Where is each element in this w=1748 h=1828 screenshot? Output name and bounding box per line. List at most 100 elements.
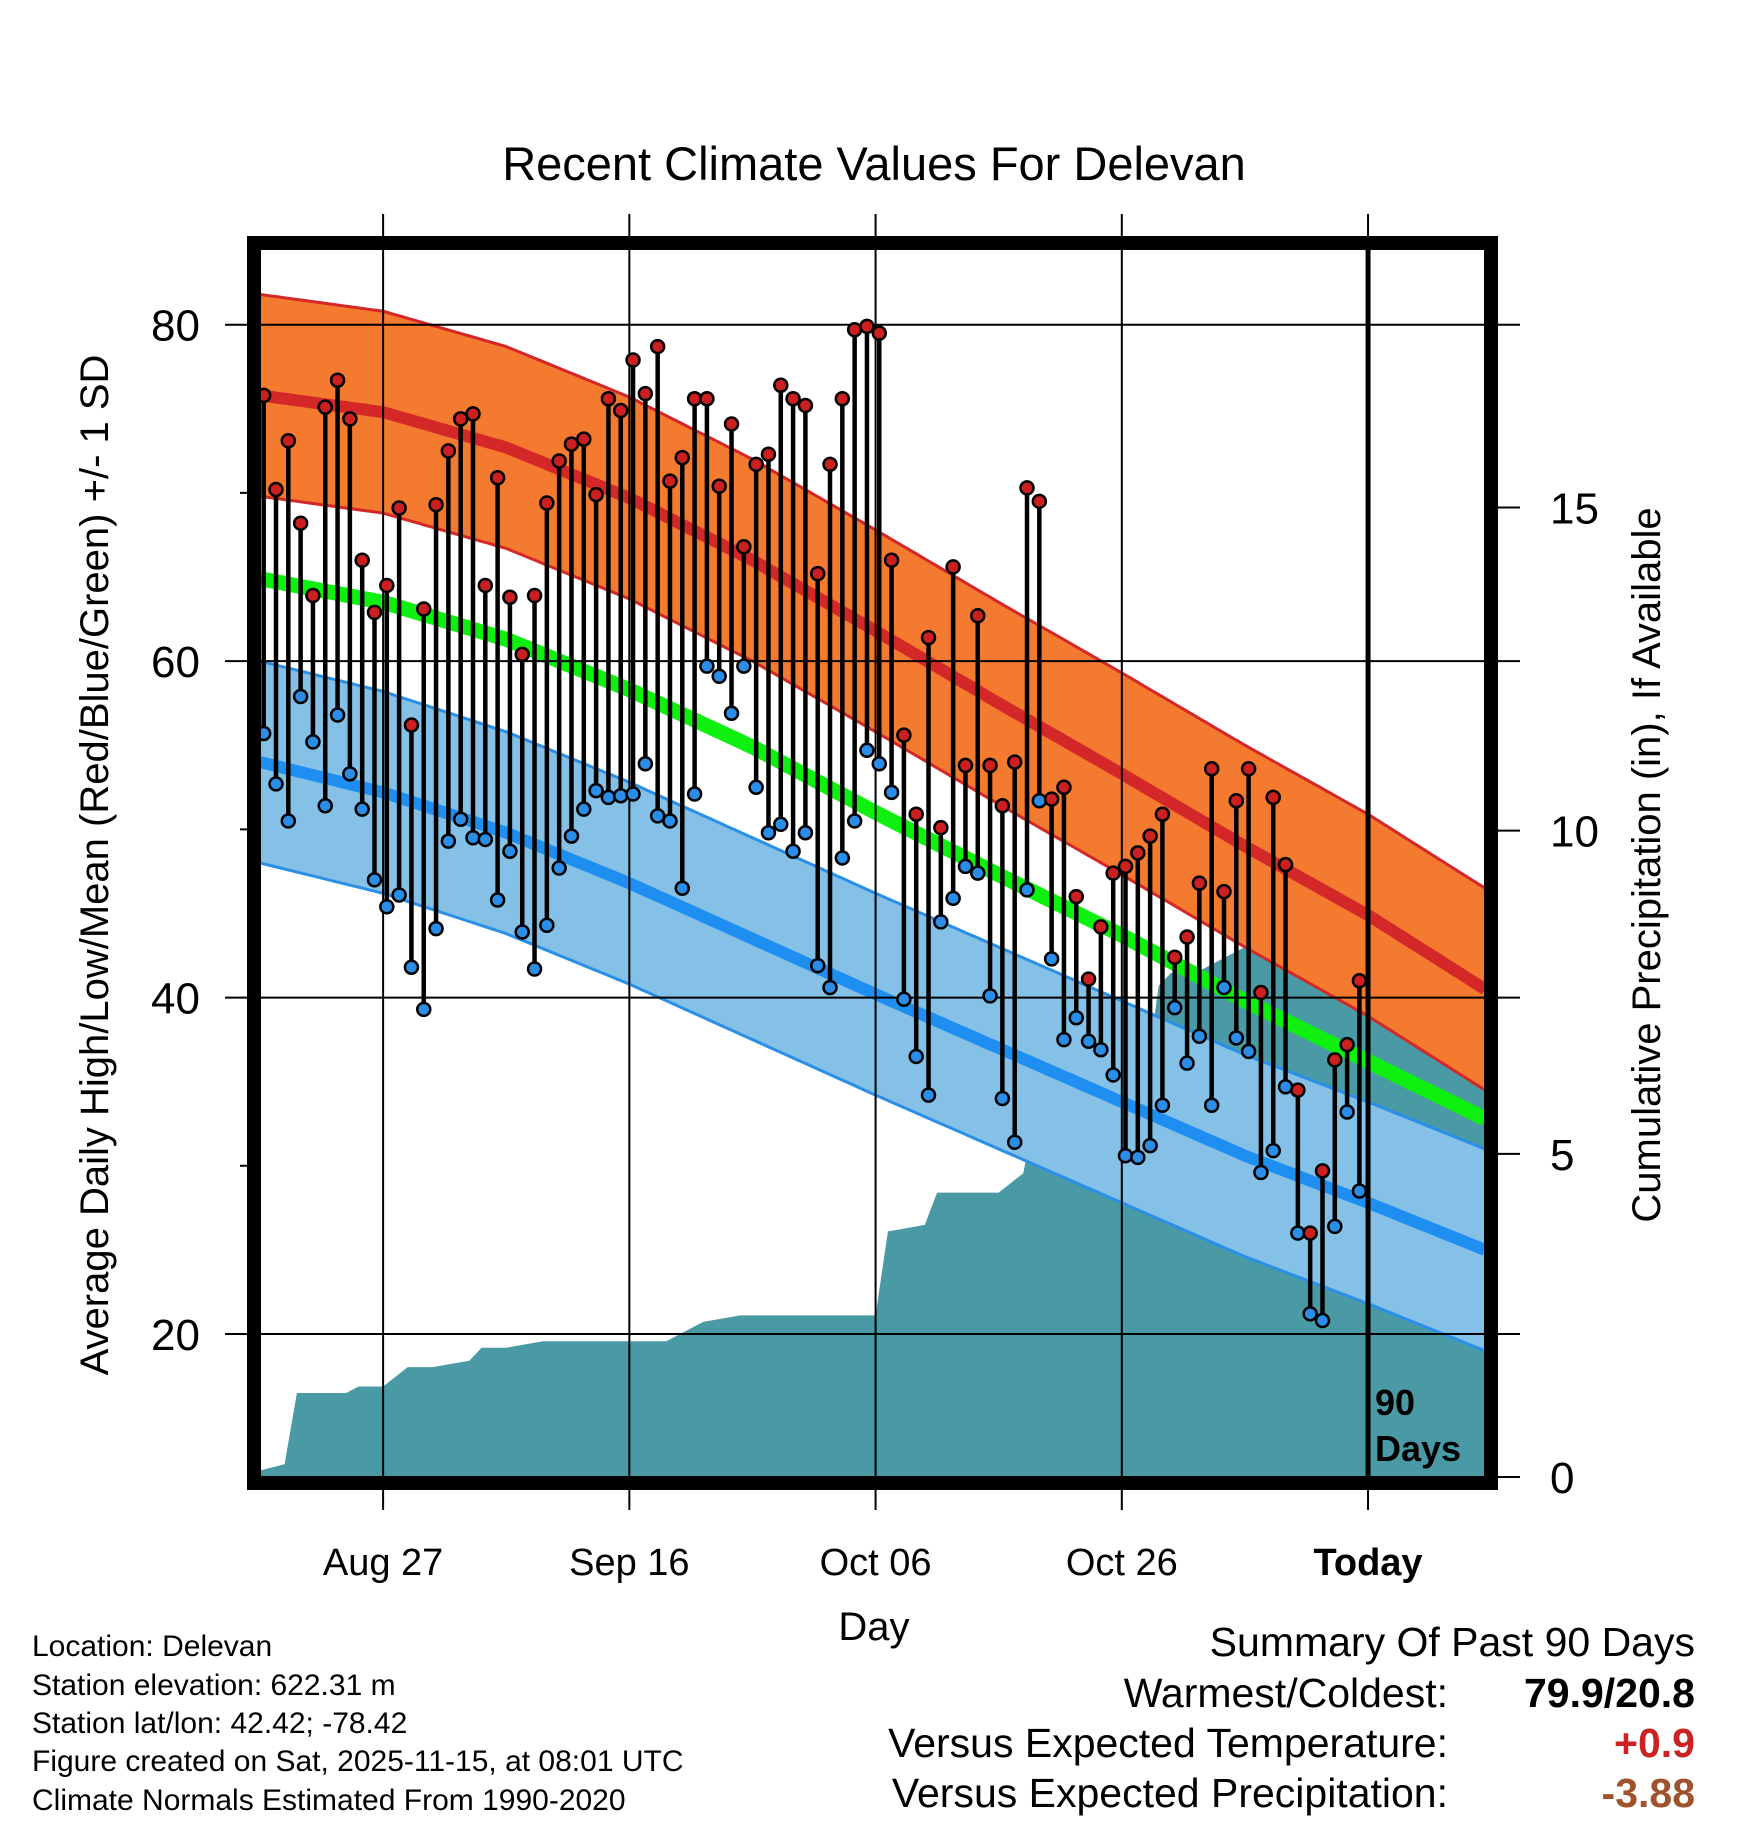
obs-high-point — [970, 607, 986, 624]
obs-high-point — [834, 390, 851, 407]
obs-high-point — [625, 352, 641, 368]
obs-low-point — [957, 858, 974, 875]
obs-high-point — [1130, 845, 1146, 861]
obs-high-point — [933, 819, 949, 836]
obs-low-point — [1080, 1033, 1097, 1050]
obs-high-point — [440, 443, 457, 459]
obs-low-point — [292, 688, 309, 705]
obs-high-point — [1265, 789, 1281, 806]
obs-low-point — [883, 784, 900, 801]
obs-low-point — [1339, 1104, 1355, 1120]
obs-low-point — [551, 860, 567, 876]
obs-high-point — [1253, 984, 1269, 1001]
obs-high-point — [292, 515, 309, 531]
obs-low-point — [1314, 1312, 1331, 1329]
y-left-tick-label: 20 — [151, 1311, 200, 1360]
obs-low-point — [1253, 1164, 1269, 1181]
y-left-tick-label: 80 — [151, 302, 200, 351]
obs-low-point — [440, 833, 457, 849]
obs-low-point — [1031, 793, 1048, 809]
obs-high-point — [342, 411, 358, 427]
obs-high-point — [723, 416, 740, 432]
obs-low-point — [686, 786, 703, 802]
obs-low-point — [588, 782, 604, 799]
info-latlon: Station lat/lon: 42.42; -78.42 — [32, 1707, 408, 1740]
y-right-tick-label: 0 — [1550, 1454, 1574, 1503]
obs-low-point — [834, 850, 851, 866]
today-label-days: Days — [1375, 1428, 1461, 1469]
obs-high-point — [1302, 1225, 1318, 1241]
obs-low-point — [502, 843, 518, 859]
obs-high-point — [268, 481, 284, 498]
obs-low-point — [329, 707, 346, 723]
obs-low-point — [945, 890, 961, 907]
obs-high-point — [379, 577, 395, 594]
obs-low-point — [711, 668, 727, 685]
obs-low-point — [465, 830, 481, 846]
obs-low-point — [1006, 1134, 1023, 1150]
obs-high-point — [403, 717, 420, 733]
obs-high-point — [1068, 888, 1085, 905]
summary-temp-value: +0.9 — [1614, 1720, 1695, 1766]
obs-low-point — [1302, 1306, 1318, 1322]
avg-normal-line — [260, 571, 1485, 1126]
obs-high-point — [1228, 793, 1245, 809]
obs-high-point — [1203, 761, 1220, 777]
obs-low-point — [1056, 1031, 1072, 1048]
obs-high-point — [317, 399, 334, 415]
obs-high-point — [1019, 480, 1035, 496]
obs-high-point — [1093, 919, 1109, 935]
low-minus-sd-line — [260, 861, 1485, 1353]
obs-low-point — [649, 808, 666, 824]
obs-low-point — [625, 786, 641, 802]
obs-high-point — [1154, 806, 1171, 822]
obs-high-point — [1166, 949, 1183, 965]
high-plus-sd-line — [260, 292, 1485, 890]
obs-low-point — [576, 801, 592, 817]
obs-high-point — [711, 478, 727, 494]
x-axis-label: Day — [838, 1605, 909, 1649]
obs-low-point — [773, 816, 789, 833]
obs-high-point — [391, 500, 407, 516]
obs-low-point — [1019, 882, 1035, 898]
obs-low-point — [1191, 1028, 1208, 1045]
obs-low-point — [1154, 1097, 1171, 1113]
obs-low-point — [1327, 1218, 1343, 1235]
obs-high-point — [871, 325, 888, 341]
y-left-tick-label: 40 — [151, 975, 200, 1024]
obs-low-point — [305, 734, 321, 750]
obs-high-point — [600, 390, 617, 407]
obs-high-point — [1056, 779, 1072, 796]
summary-heading: Summary Of Past 90 Days — [1209, 1619, 1695, 1665]
x-tick-label: Sep 16 — [569, 1542, 689, 1584]
y-right-tick-label: 5 — [1550, 1131, 1574, 1180]
obs-high-point — [576, 431, 592, 447]
x-tick-label: Oct 26 — [1066, 1542, 1178, 1584]
obs-high-point — [588, 486, 604, 503]
obs-high-point — [686, 390, 703, 407]
high-sd-band — [260, 294, 1485, 1091]
obs-high-point — [637, 385, 654, 402]
obs-low-point — [612, 787, 629, 804]
obs-low-point — [994, 1090, 1011, 1107]
obs-high-point — [477, 577, 494, 594]
obs-low-point — [415, 1001, 432, 1018]
obs-high-point — [773, 377, 789, 394]
obs-high-point — [280, 433, 297, 449]
high-minus-sd-line — [260, 494, 1485, 1092]
obs-high-point — [1031, 493, 1048, 510]
obs-high-point — [1277, 856, 1294, 873]
obs-low-point — [1043, 951, 1060, 967]
obs-high-point — [674, 449, 691, 466]
obs-low-point — [982, 988, 998, 1004]
summary-precip-label: Versus Expected Precipitation: — [891, 1770, 1448, 1816]
obs-low-point — [1203, 1097, 1220, 1113]
obs-high-point — [1117, 858, 1134, 875]
obs-high-point — [1351, 973, 1368, 989]
x-tick-label: Oct 06 — [820, 1542, 932, 1584]
obs-high-point — [699, 390, 715, 407]
obs-high-point — [452, 411, 469, 427]
obs-low-point — [366, 872, 383, 888]
obs-low-point — [662, 813, 678, 829]
obs-low-point — [760, 824, 777, 841]
